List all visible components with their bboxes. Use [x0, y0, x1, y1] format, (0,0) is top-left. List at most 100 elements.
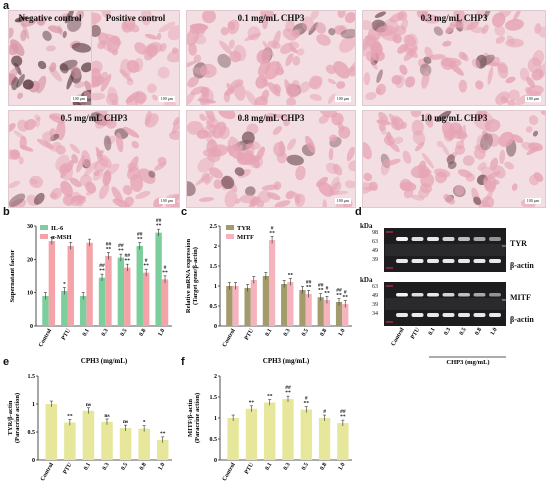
significance-label: ** — [162, 270, 168, 276]
legend-label: IL-6 — [51, 225, 64, 232]
micrograph-title: 1.0 mg/mL CHP3 — [420, 113, 488, 123]
significance-label: ** — [160, 431, 166, 437]
micrograph-5: 0.5 mg/mL CHP3 100 μm — [8, 110, 180, 208]
significance-label: ## — [156, 218, 162, 224]
chart-supernatant-factor: 0 10 20 30 Supernatant factor Control * PTU 0.1 #… — [9, 218, 172, 365]
bar-PTU — [64, 422, 76, 460]
y-tick-label: 1.5 — [210, 395, 218, 401]
significance-label: ## — [137, 232, 143, 238]
blot-band — [442, 237, 455, 241]
panel-label-d: d — [355, 206, 362, 218]
blot-band — [411, 259, 424, 263]
significance-label: ** — [99, 268, 105, 274]
panel-label-c: c — [181, 206, 188, 218]
x-tick-label: PTU — [244, 327, 256, 341]
micrograph-title: Negative control — [18, 13, 82, 23]
x-tick-label: 0.1 — [83, 462, 92, 471]
legend-swatch — [226, 234, 234, 239]
chart-mrna-expression: 0 0.5 1 1.5 2 2.5 Relative mRNA expression (Tar… — [185, 224, 352, 365]
bar-1.0 — [156, 439, 169, 460]
blot-band — [427, 259, 439, 263]
blot-band — [411, 313, 424, 317]
blot-label-tyr: TYR — [510, 239, 527, 248]
molecular-weight-marker: 63 — [372, 284, 378, 290]
significance-label: ns — [86, 402, 91, 408]
y-tick-label: 1 — [214, 284, 217, 290]
x-tick-label: 0.5 — [301, 328, 310, 337]
significance-label: # — [164, 265, 167, 271]
bar-MITF-0.3 — [287, 282, 294, 326]
kda-label-bottom: kDa — [360, 276, 373, 284]
bar-0.5 — [300, 409, 312, 460]
western-blot-panel: kDa kDa 98 63 49 39 63 49 39 34 TYR β-actin MI… — [360, 216, 548, 366]
bar-MSH-1.0 — [161, 279, 169, 326]
significance-label: ## — [340, 409, 346, 415]
y-axis-label: Supernatant factor — [9, 249, 16, 302]
significance-label: ** — [118, 248, 124, 254]
blot-band — [396, 237, 408, 241]
y-tick-label: 0.5 — [28, 430, 36, 436]
significance-label: ** — [288, 273, 294, 279]
bar-TYR-Control — [226, 286, 233, 326]
micrograph-title: 0.5 mg/mL CHP3 — [60, 113, 128, 123]
molecular-weight-marker: 49 — [372, 248, 378, 254]
y-tick-label: 0.5 — [210, 304, 218, 310]
x-tick-label: 1.0 — [157, 328, 166, 337]
blot-label-mitf: MITF — [510, 293, 531, 302]
panel-label-f: f — [181, 356, 185, 368]
y-axis-label: (Target gene/β-actin) — [192, 247, 199, 305]
blot-band — [442, 259, 455, 263]
blot-band — [411, 293, 424, 297]
bar-0.5 — [119, 428, 132, 460]
blot-band — [396, 259, 408, 263]
x-tick-label: 0.1 — [265, 462, 274, 471]
x-tick-label: PTU — [61, 327, 73, 341]
blot-lane-labels: Control PTU 0.1 0.3 0.5 0.8 1.0 CHP3 (mg/mL) — [391, 326, 506, 366]
panel-label-a: a — [3, 0, 10, 12]
blot-band — [427, 237, 439, 241]
y-tick-label: 1.5 — [28, 374, 36, 380]
chart-tyr-beta-actin: 0 0.5 1 1.5 TYR/β-actin (Paracrine action) Con… — [7, 374, 172, 483]
x-tick-label: 0.3 — [283, 328, 292, 337]
scale-bar: 100 μm — [524, 96, 541, 102]
molecular-weight-marker: 39 — [372, 257, 378, 263]
blot-band — [473, 313, 486, 317]
bar-MITF-PTU — [250, 280, 257, 326]
x-axis-label: CPH3 (mg/mL) — [263, 357, 310, 365]
significance-label: ** — [336, 293, 342, 299]
significance-label: # — [344, 290, 347, 296]
blot-band — [442, 313, 455, 317]
y-tick-label: 30 — [27, 224, 33, 230]
bar-0.8 — [138, 428, 150, 460]
panel-label-b: b — [3, 206, 10, 218]
significance-label: ns — [123, 419, 128, 425]
blot-band — [427, 313, 439, 317]
blot-band — [489, 313, 501, 317]
scale-bar: 100 μm — [158, 96, 175, 102]
blot-background-shade — [385, 298, 505, 310]
significance-label: ** — [340, 414, 346, 420]
x-tick-label: Control — [222, 462, 237, 483]
micrograph-title: 0.8 mg/mL CHP3 — [237, 113, 305, 123]
molecular-weight-marker: 63 — [372, 239, 378, 245]
bar-MSH-0.3 — [105, 256, 112, 326]
bar-MITF-0.1 — [268, 240, 276, 326]
y-tick-label: 2.5 — [210, 224, 218, 230]
panel-label-e: e — [3, 356, 10, 368]
x-tick-label: Control — [40, 462, 55, 483]
blot-image-top — [384, 228, 506, 272]
blot-band — [489, 259, 501, 263]
legend-swatch — [40, 225, 48, 230]
bar-MITF-0.5 — [305, 294, 312, 326]
molecular-weight-marker: 98 — [372, 230, 378, 236]
y-tick-label: 20 — [27, 257, 33, 263]
x-tick-label: 0.8 — [319, 462, 328, 471]
blot-band — [473, 259, 486, 263]
significance-label: ** — [67, 414, 73, 420]
x-tick-label: 0.8 — [139, 328, 148, 337]
x-tick-label: 0.1 — [265, 328, 274, 337]
significance-label: # — [305, 396, 308, 402]
scale-bar: 100 μm — [334, 96, 351, 102]
bar-MSH-PTU — [67, 246, 74, 326]
bar-MSH-0.5 — [124, 267, 131, 326]
